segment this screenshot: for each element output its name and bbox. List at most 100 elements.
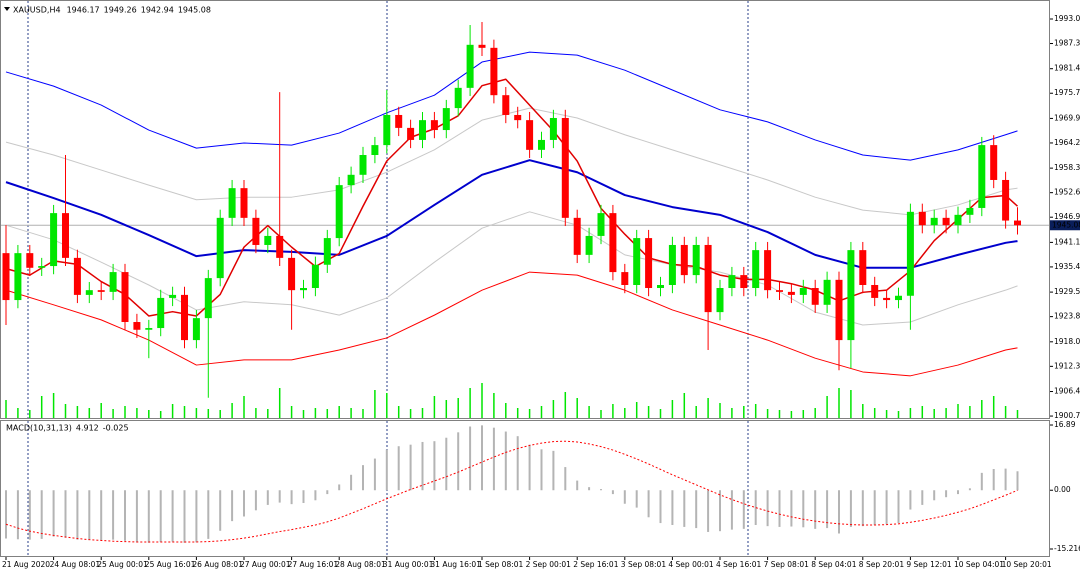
macd-bar: [457, 432, 460, 491]
macd-bar: [695, 490, 698, 529]
main-panel-frame: [0, 0, 1050, 419]
macd-bar: [790, 490, 793, 527]
macd-bar: [671, 490, 674, 525]
volume-bar: [40, 396, 43, 418]
candle-body: [419, 120, 426, 140]
last-high: 1949.26: [104, 5, 137, 14]
macd-bar: [124, 490, 126, 541]
candle-body: [407, 127, 415, 140]
volume-bar: [921, 406, 924, 418]
candle-body: [240, 188, 248, 218]
x-tick-label: 2 Sep 00:01: [526, 560, 572, 569]
macd-bar: [16, 490, 19, 540]
macd-bar: [802, 490, 805, 528]
volume-bar: [516, 408, 519, 418]
volume-bar: [802, 410, 805, 418]
volume-bar: [743, 406, 745, 418]
candle-body: [288, 257, 296, 291]
volume-bar: [897, 411, 900, 418]
volume-bar: [326, 409, 329, 418]
candle-body: [776, 290, 783, 292]
candle-body: [787, 291, 795, 295]
collapse-icon[interactable]: [4, 7, 10, 11]
volume-bar: [457, 398, 459, 418]
macd-bar: [719, 490, 721, 532]
volume-bar: [409, 409, 412, 418]
candle-body: [538, 139, 545, 150]
candle-body: [859, 250, 867, 285]
macd-panel-frame: [0, 420, 1050, 557]
candle-body: [895, 295, 902, 301]
x-tick-label: 27 Aug 16:01: [288, 560, 339, 569]
macd-bar: [397, 446, 400, 491]
macd-bar: [433, 441, 436, 491]
volume-bar: [754, 404, 757, 418]
candle-body: [85, 290, 93, 295]
volume-bar: [885, 410, 888, 418]
volume-bar: [814, 408, 816, 418]
macd-bar: [492, 427, 495, 491]
y-tick-label: 1946.95: [1054, 212, 1080, 221]
volume-bar: [231, 403, 233, 418]
y-tick-label: 16.89: [1054, 420, 1076, 429]
macd-bar: [350, 474, 353, 491]
candle-body: [430, 120, 438, 131]
candle-body: [990, 145, 998, 180]
macd-bar: [838, 490, 840, 534]
volume-bar: [148, 410, 150, 418]
y-tick-label: 1993.00: [1054, 14, 1080, 23]
macd-bar: [826, 490, 829, 529]
symbol: XAUUSD,H4: [13, 5, 61, 14]
macd-bar: [481, 425, 483, 491]
macd-bar: [849, 490, 852, 527]
y-tick-label: 1981.45: [1054, 64, 1080, 73]
volume-bar: [136, 408, 138, 418]
volume-bar: [659, 409, 662, 418]
volume-bar: [624, 408, 626, 418]
volume-bar: [600, 410, 602, 418]
candle-body: [883, 297, 891, 301]
macd-bar: [980, 472, 983, 491]
volume-bar: [278, 388, 281, 418]
y-tick-label: 1975.75: [1054, 88, 1080, 97]
candle-body: [657, 284, 664, 289]
x-tick-label: 31 Aug 00:01: [383, 560, 434, 569]
last-open: 1946.17: [67, 5, 100, 14]
candle-body: [585, 235, 593, 255]
macd-bar: [445, 437, 448, 491]
candle-body: [1002, 179, 1010, 221]
volume-bar: [992, 396, 995, 418]
macd-bar: [266, 490, 269, 505]
macd-bar: [873, 490, 876, 525]
macd-bar: [766, 490, 769, 527]
volume-bar: [612, 404, 614, 418]
macd-last: 4.912: [76, 423, 99, 432]
indicator-line: [5, 211, 1018, 326]
candle-body: [121, 272, 129, 323]
candle-body: [668, 244, 676, 285]
volume-bar: [112, 409, 114, 418]
candle-body: [466, 44, 474, 88]
macd-bar: [992, 468, 995, 491]
y-tick-label: 1958.35: [1054, 163, 1080, 172]
macd-bar: [683, 490, 686, 527]
volume-bar: [421, 408, 424, 418]
volume-bar: [171, 404, 174, 418]
macd-bar: [647, 490, 650, 518]
candle-body: [680, 244, 688, 276]
volume-bar: [314, 408, 317, 418]
y-tick-label: 1952.65: [1054, 188, 1080, 197]
macd-bar: [885, 490, 888, 525]
macd-bar: [135, 490, 138, 543]
indicator-line: [5, 159, 1018, 269]
volume-bar: [564, 392, 567, 418]
volume-bar: [635, 402, 638, 418]
volume-bar: [5, 400, 7, 418]
candle-body: [300, 288, 307, 291]
candle-body: [395, 114, 403, 128]
volume-bar: [766, 409, 769, 418]
candle-body: [454, 87, 462, 109]
price-tag: [1050, 220, 1080, 231]
volume-bar: [588, 406, 590, 418]
candle-body: [847, 250, 855, 341]
